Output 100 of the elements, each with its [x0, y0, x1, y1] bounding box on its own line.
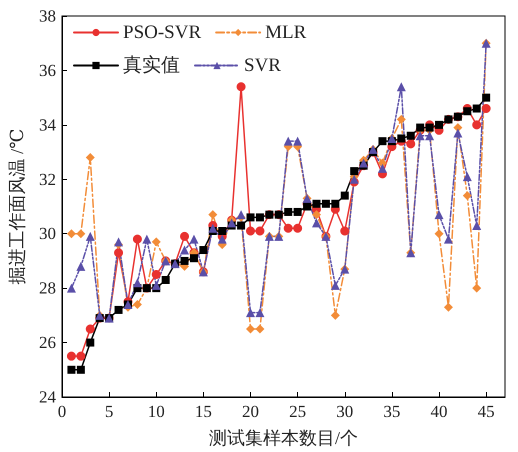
point — [444, 234, 453, 244]
legend-label: SVR — [244, 55, 282, 76]
point — [218, 234, 227, 244]
point — [416, 124, 424, 132]
point — [396, 82, 406, 92]
point — [416, 131, 425, 140]
point — [86, 338, 94, 347]
point — [284, 208, 292, 216]
point — [255, 226, 264, 236]
point — [246, 213, 255, 222]
point — [406, 139, 416, 148]
point — [114, 306, 123, 314]
point — [236, 210, 246, 220]
y-tick-label: 28 — [39, 278, 56, 298]
point — [256, 213, 264, 222]
point — [255, 324, 264, 334]
y-tick-label: 34 — [39, 115, 56, 134]
point — [132, 300, 142, 309]
point — [293, 224, 302, 233]
y-tick-label: 30 — [39, 224, 56, 244]
point — [246, 226, 256, 236]
point — [294, 208, 302, 216]
point — [425, 131, 434, 140]
point — [152, 280, 161, 290]
point — [190, 254, 198, 262]
point — [482, 104, 491, 114]
point — [340, 226, 350, 236]
point — [236, 82, 246, 92]
point — [76, 366, 85, 374]
point — [132, 234, 142, 244]
point — [472, 221, 482, 230]
point — [378, 137, 386, 146]
point — [180, 256, 189, 265]
point — [76, 262, 86, 271]
point — [303, 202, 312, 210]
x-tick-label: 45 — [478, 402, 495, 421]
point — [66, 229, 76, 238]
point — [86, 153, 95, 162]
point — [142, 234, 152, 244]
y-tick-label: 36 — [39, 60, 56, 80]
point — [199, 246, 208, 254]
x-tick-label: 35 — [383, 402, 400, 421]
point — [359, 158, 368, 168]
point — [444, 302, 453, 312]
point — [237, 222, 246, 230]
point — [246, 308, 256, 318]
point — [378, 158, 387, 168]
point — [114, 237, 124, 246]
point — [284, 224, 293, 233]
point — [132, 278, 142, 288]
point — [114, 248, 124, 258]
point — [350, 174, 359, 184]
point — [86, 232, 95, 241]
point — [472, 104, 481, 113]
point — [312, 218, 321, 228]
y-tick-label: 32 — [39, 170, 56, 189]
point — [284, 136, 293, 146]
point — [66, 352, 76, 361]
point — [462, 172, 472, 182]
x-tick-label: 20 — [242, 402, 260, 421]
point — [86, 324, 95, 334]
point — [246, 324, 256, 334]
point — [162, 276, 170, 284]
point — [152, 237, 161, 246]
y-tick-label: 38 — [39, 6, 56, 26]
point — [330, 310, 340, 320]
point — [322, 200, 330, 208]
point — [76, 229, 86, 238]
x-axis-title: 测试集样本数目/个 — [208, 428, 358, 448]
point — [482, 94, 490, 102]
point — [350, 167, 358, 176]
x-tick-label: 30 — [336, 402, 354, 421]
point — [331, 200, 340, 208]
point — [435, 120, 444, 129]
y-tick-label: 24 — [39, 388, 56, 406]
legend-label: MLR — [265, 22, 307, 43]
point — [472, 120, 482, 130]
x-tick-label: 0 — [58, 402, 66, 421]
point — [340, 192, 349, 200]
x-tick-label: 10 — [148, 402, 165, 421]
point — [397, 134, 406, 142]
point — [76, 352, 86, 361]
point — [312, 210, 321, 220]
point — [312, 200, 320, 208]
point — [189, 234, 198, 244]
point — [66, 284, 76, 293]
x-tick-label: 25 — [289, 402, 306, 421]
point — [208, 224, 218, 233]
point — [180, 232, 190, 241]
point — [434, 229, 444, 238]
point — [472, 284, 482, 293]
y-axis-title: 掘进工作面风温 /℃ — [7, 128, 27, 284]
point — [208, 210, 218, 220]
point — [396, 114, 406, 124]
x-tick-label: 15 — [194, 402, 212, 421]
x-tick-label: 40 — [430, 402, 448, 421]
point — [463, 107, 472, 116]
point — [255, 308, 264, 318]
point — [462, 191, 472, 200]
point — [180, 246, 190, 255]
